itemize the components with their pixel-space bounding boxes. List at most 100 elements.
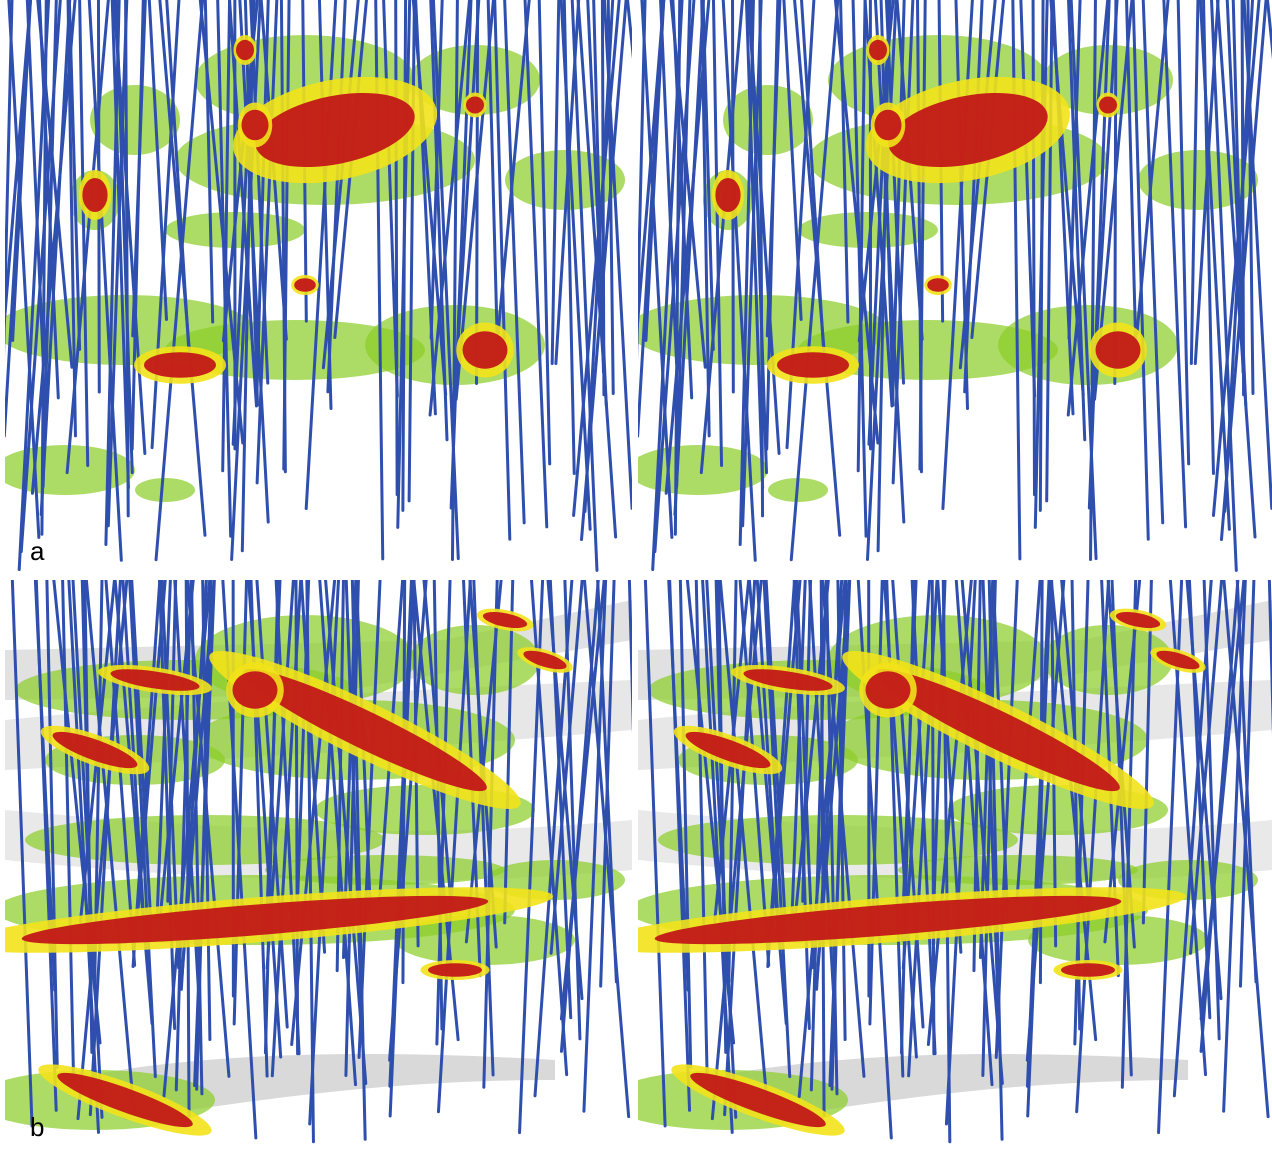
drillhole (1199, 580, 1246, 1021)
drillhole (718, 580, 770, 1115)
drillhole (30, 0, 77, 495)
drillhole (195, 580, 213, 1091)
drillhole (5, 0, 33, 333)
drillhole (1125, 0, 1138, 342)
high-grade-shell (232, 671, 278, 709)
drillhole (25, 0, 45, 366)
drillhole (486, 0, 499, 342)
drillhole (1075, 580, 1111, 1114)
high-grade-shell (715, 178, 741, 212)
drillhole (162, 580, 212, 1099)
drillhole (5, 0, 32, 438)
drillhole (1162, 0, 1188, 529)
drillhole (627, 580, 632, 734)
panel-b-right-scene (638, 580, 1272, 1144)
high-grade-shell (777, 352, 849, 378)
drillhole (255, 0, 279, 485)
drillhole (1089, 0, 1097, 562)
drillhole (820, 580, 866, 1078)
drillhole (382, 0, 399, 398)
low-grade-shell (165, 320, 425, 380)
drillhole (221, 0, 232, 473)
drillhole (429, 0, 444, 340)
grade-core (711, 170, 745, 220)
drillhole (582, 580, 631, 1119)
high-grade-shell (21, 895, 489, 945)
drillhole (1106, 580, 1136, 949)
drillhole (1026, 580, 1053, 1118)
drillhole (865, 0, 898, 561)
drillhole (839, 0, 850, 324)
drillhole (638, 0, 666, 438)
drillhole (88, 580, 122, 1117)
drillhole (231, 0, 256, 446)
drillhole (797, 580, 847, 1099)
high-grade-shell (236, 39, 254, 61)
high-grade-shell (1095, 331, 1141, 369)
drillhole (422, 580, 452, 899)
drillhole (249, 580, 269, 1078)
drillhole (407, 0, 416, 503)
drillhole (749, 0, 768, 475)
high-grade-shell (466, 96, 484, 114)
drillhole (738, 0, 755, 547)
high-grade-shell (685, 731, 771, 769)
drillhole (317, 0, 333, 410)
drillhole (106, 0, 129, 528)
high-grade-shell (110, 669, 200, 691)
drillhole (1045, 0, 1054, 503)
high-grade-shell (243, 668, 487, 792)
drillhole (981, 580, 997, 1077)
drillhole (572, 0, 621, 517)
drillhole (856, 0, 867, 473)
drillhole (550, 0, 561, 366)
high-grade-shell (1115, 611, 1161, 629)
grade-core (40, 725, 150, 775)
drillhole (37, 0, 60, 400)
grade-core (673, 725, 783, 775)
drillhole (1202, 0, 1215, 475)
drillhole (643, 580, 667, 1128)
high-grade-shell (690, 1072, 826, 1128)
drillhole (941, 0, 974, 511)
drillhole (1242, 0, 1272, 510)
high-grade-shell (1061, 963, 1115, 977)
drillhole (1222, 580, 1247, 1113)
high-grade-shell (888, 92, 1048, 168)
drillhole (559, 580, 606, 1021)
drillhole (394, 0, 399, 497)
drillhole (721, 0, 757, 562)
drillhole (711, 0, 724, 467)
drillhole (1222, 580, 1270, 1119)
grade-core (5, 887, 554, 953)
high-grade-shell (523, 650, 567, 670)
drillhole (549, 580, 584, 955)
drillhole (891, 0, 906, 399)
drillhole (84, 580, 136, 1115)
drillhole (868, 580, 884, 1026)
drillhole (295, 580, 311, 916)
drillhole (61, 580, 76, 1084)
drillhole (789, 0, 840, 562)
drillhole (671, 0, 694, 400)
drillhole (279, 0, 287, 474)
drillhole (255, 0, 270, 399)
drillhole (324, 580, 368, 1085)
drillhole (1031, 0, 1036, 497)
drillhole (110, 0, 130, 490)
grade-core (859, 662, 917, 718)
grade-core (866, 76, 1070, 184)
drillhole (147, 0, 168, 321)
drillhole (65, 0, 110, 475)
drillhole (885, 580, 905, 1078)
grade-core (237, 102, 273, 148)
drillhole (809, 580, 828, 1092)
drillhole (653, 0, 696, 554)
drillhole (931, 580, 947, 916)
high-grade-shell (865, 671, 911, 709)
drillhole (450, 0, 459, 562)
grade-core (420, 960, 490, 980)
row-label-b: b (30, 1112, 45, 1142)
drillhole (562, 0, 576, 475)
